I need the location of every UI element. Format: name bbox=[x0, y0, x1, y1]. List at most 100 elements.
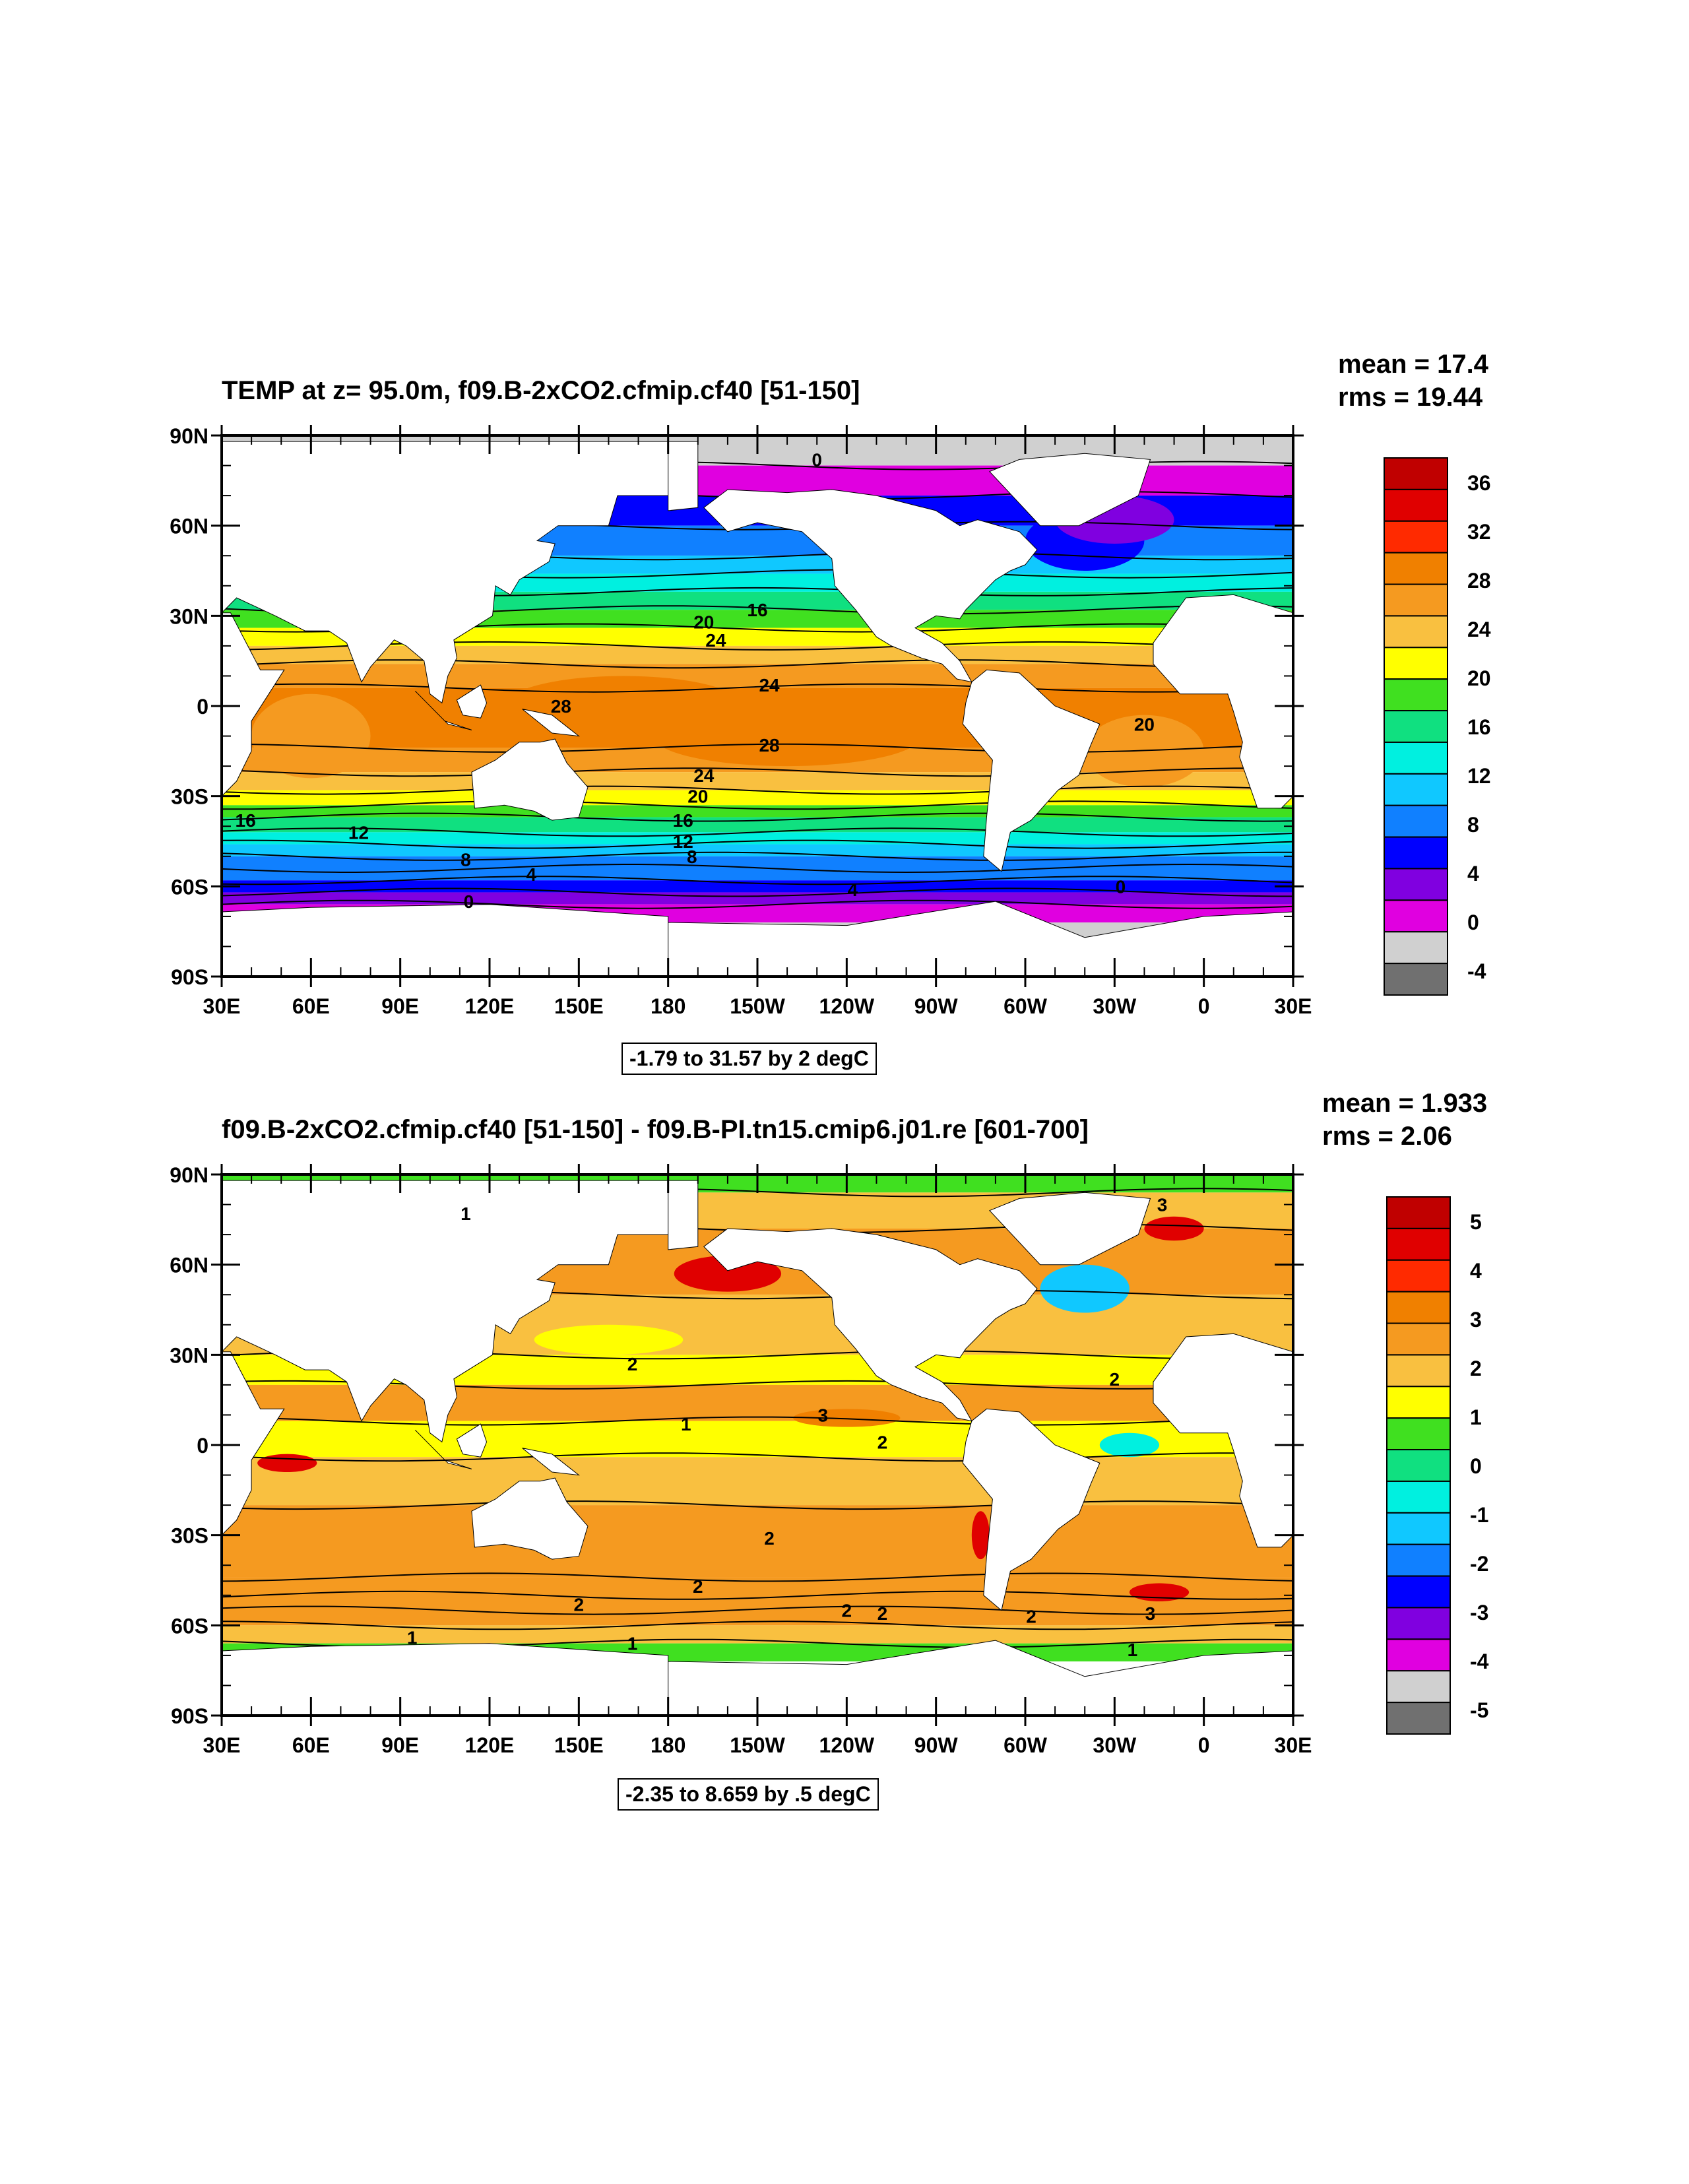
contour-label: 0 bbox=[464, 891, 474, 912]
colorbar: 5 4 3 2 1 0 -1 -2 -3 -4 -5 bbox=[1386, 1196, 1489, 1735]
colorbar-swatch bbox=[1384, 647, 1448, 680]
contour-line bbox=[222, 683, 1293, 693]
colorbar-swatch bbox=[1386, 1196, 1451, 1229]
contour-label: 1 bbox=[407, 1628, 418, 1648]
colorbar-swatch bbox=[1386, 1512, 1451, 1545]
colorbar-swatch bbox=[1386, 1449, 1451, 1482]
contour-range-label: -2.35 to 8.659 by .5 degC bbox=[618, 1778, 879, 1811]
colorbar-label: 0 bbox=[1467, 911, 1479, 934]
colorbar-swatch bbox=[1384, 741, 1448, 775]
lon-tick-label: 30E bbox=[1275, 994, 1312, 1018]
colorbar-label: 5 bbox=[1470, 1210, 1482, 1234]
lon-tick-label: 60E bbox=[292, 994, 330, 1018]
contour-line bbox=[222, 1621, 1293, 1630]
contour-line bbox=[222, 839, 1293, 849]
lat-tick-label: 30S bbox=[171, 785, 208, 809]
contour-line bbox=[222, 1590, 1293, 1600]
colorbar-swatch bbox=[1386, 1543, 1451, 1577]
lon-tick-label: 150E bbox=[554, 994, 604, 1018]
contour-label: 8 bbox=[687, 847, 697, 867]
lat-tick-label: 90S bbox=[171, 1704, 208, 1728]
contour-label: 1 bbox=[681, 1414, 691, 1434]
ocean-field bbox=[222, 1174, 1293, 1716]
colorbar-swatch bbox=[1386, 1670, 1451, 1704]
colorbar-swatch bbox=[1386, 1354, 1451, 1388]
colorbar-swatch bbox=[1384, 552, 1448, 585]
contour-label: 2 bbox=[877, 1432, 888, 1452]
contour-label: 2 bbox=[627, 1354, 638, 1374]
contour-label: 24 bbox=[705, 630, 726, 651]
contour-label: 2 bbox=[1026, 1607, 1036, 1627]
colorbar-swatch bbox=[1386, 1638, 1451, 1672]
color-band bbox=[222, 1577, 1293, 1626]
colorbar-label: 28 bbox=[1467, 569, 1491, 593]
lon-tick-label: 120W bbox=[819, 1733, 875, 1757]
contour-label: 28 bbox=[759, 735, 779, 755]
color-band bbox=[222, 868, 1293, 881]
lat-tick-label: 0 bbox=[197, 695, 208, 719]
color-band bbox=[222, 664, 1293, 688]
field-blob bbox=[534, 1324, 684, 1355]
colorbar-label: 4 bbox=[1467, 862, 1479, 885]
colorbar-swatch bbox=[1384, 931, 1448, 965]
temperature-difference-panel: f09.B-2xCO2.cfmip.cf40 [51-150] - f09.B-… bbox=[0, 1089, 1689, 1861]
colorbar-swatch bbox=[1384, 457, 1448, 490]
colorbar-label: -3 bbox=[1470, 1601, 1488, 1624]
colorbar-swatch bbox=[1386, 1259, 1451, 1293]
lat-tick-label: 30N bbox=[170, 604, 208, 628]
field-blob bbox=[251, 693, 371, 779]
contour-label: 8 bbox=[461, 849, 471, 870]
colorbar-label: 32 bbox=[1467, 520, 1491, 544]
field-blob bbox=[971, 1511, 990, 1560]
field-blob bbox=[793, 1409, 901, 1427]
contour-label: 0 bbox=[812, 449, 822, 470]
contour-label: 3 bbox=[1145, 1603, 1156, 1624]
colorbar-label: -5 bbox=[1470, 1698, 1488, 1722]
lon-tick-label: 90W bbox=[914, 1733, 959, 1757]
lat-tick-label: 60N bbox=[170, 515, 208, 538]
colorbar-swatch bbox=[1384, 804, 1448, 838]
contour-line bbox=[222, 812, 1293, 822]
lon-tick-label: 120W bbox=[819, 994, 875, 1018]
lon-tick-label: 30E bbox=[1275, 1733, 1312, 1757]
colorbar-swatch bbox=[1386, 1291, 1451, 1324]
lon-tick-label: 30W bbox=[1093, 994, 1137, 1018]
lon-tick-label: 180 bbox=[651, 1733, 685, 1757]
contour-label: 20 bbox=[693, 612, 714, 632]
lon-tick-label: 150W bbox=[730, 1733, 785, 1757]
field-blob bbox=[257, 1454, 317, 1472]
colorbar-swatch bbox=[1384, 583, 1448, 617]
field-blob bbox=[674, 1256, 782, 1292]
contour-line bbox=[222, 1500, 1293, 1510]
contour-label: 1 bbox=[627, 1634, 638, 1654]
temperature-panel: TEMP at z= 95.0m, f09.B-2xCO2.cfmip.cf40… bbox=[170, 350, 1491, 1075]
lon-tick-label: 90E bbox=[381, 1733, 419, 1757]
colorbar-swatch bbox=[1386, 1607, 1451, 1640]
colorbar-swatch bbox=[1384, 868, 1448, 901]
lon-tick-label: 60E bbox=[292, 1733, 330, 1757]
lon-tick-label: 180 bbox=[651, 994, 685, 1018]
color-band bbox=[222, 856, 1293, 868]
colorbar-swatch bbox=[1386, 1702, 1451, 1735]
lat-tick-label: 60S bbox=[171, 1614, 208, 1638]
contour-label: 16 bbox=[673, 810, 693, 831]
color-band bbox=[222, 1457, 1293, 1506]
contour-label: 12 bbox=[673, 831, 693, 852]
colorbar-label: 24 bbox=[1467, 618, 1491, 641]
lon-tick-label: 60W bbox=[1004, 994, 1048, 1018]
mean-label: mean = 17.4 bbox=[1338, 350, 1488, 379]
lon-tick-label: 120E bbox=[465, 994, 515, 1018]
land-mask bbox=[222, 441, 1293, 977]
lat-tick-label: 30S bbox=[171, 1524, 208, 1548]
lat-tick-label: 90N bbox=[170, 424, 208, 448]
contour-label: 2 bbox=[1110, 1369, 1120, 1390]
contour-line bbox=[222, 899, 1293, 909]
colorbar-swatch bbox=[1386, 1386, 1451, 1419]
contour-line bbox=[222, 876, 1293, 885]
contour-line bbox=[222, 659, 1293, 669]
color-band bbox=[222, 892, 1293, 905]
colorbar-swatch bbox=[1384, 899, 1448, 933]
contour-label: 0 bbox=[1116, 876, 1126, 897]
